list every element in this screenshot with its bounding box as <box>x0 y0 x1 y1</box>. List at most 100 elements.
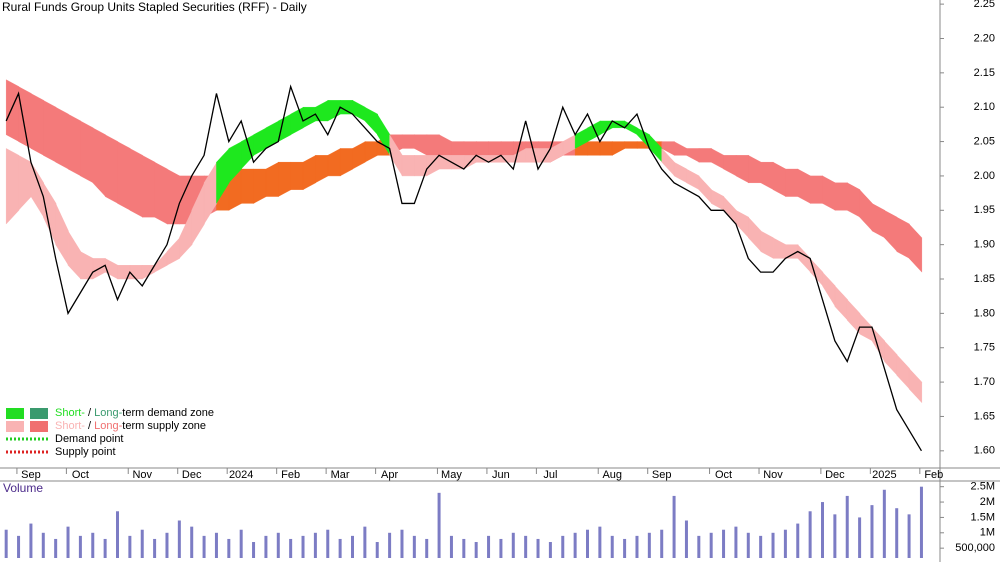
volume-bar <box>548 542 552 558</box>
volume-bar <box>511 532 515 558</box>
short-zone <box>5 148 20 225</box>
x-tick-label: Mar <box>331 469 350 481</box>
long-zone <box>290 161 304 190</box>
long-zone <box>698 148 712 163</box>
volume-bar <box>610 535 614 558</box>
x-tick-label: Dec <box>825 469 845 481</box>
long-zone <box>43 100 57 163</box>
x-tick-label: Feb <box>281 469 300 481</box>
volume-bar <box>709 532 713 558</box>
short-zone <box>525 148 539 163</box>
legend-long: Long- <box>94 420 122 432</box>
y-tick-label: 1M <box>980 527 995 539</box>
short-zone <box>203 161 218 225</box>
volume-bar <box>907 514 911 558</box>
volume-bar <box>91 532 95 558</box>
x-tick-label: Jun <box>492 469 510 481</box>
long-zone <box>166 168 180 225</box>
long-zone <box>401 134 415 149</box>
volume-bar <box>177 520 181 558</box>
volume-bar <box>351 535 354 558</box>
volume-bar <box>202 535 206 558</box>
volume-bar <box>412 535 416 558</box>
chart-title: Rural Funds Group Units Stapled Securiti… <box>2 0 307 14</box>
long-zone <box>785 168 799 197</box>
volume-bar <box>660 529 664 558</box>
long-zone <box>599 141 613 156</box>
x-tick-label: 2025 <box>872 469 896 481</box>
volume-bar <box>783 529 787 558</box>
y-tick-label: 1.90 <box>974 239 995 251</box>
volume-bar <box>54 538 58 558</box>
price-line <box>5 84 923 452</box>
legend-rest: term demand zone <box>122 407 214 419</box>
volume-bar <box>845 495 849 558</box>
long-zone <box>426 134 440 156</box>
long-zone <box>117 141 131 211</box>
y-tick-label: 2.10 <box>974 101 995 113</box>
long-zone <box>18 86 32 149</box>
short-zone <box>339 100 354 115</box>
volume-bar <box>561 535 565 558</box>
short-zone <box>216 147 230 205</box>
long-zone <box>624 141 638 149</box>
volume-bar <box>499 538 503 558</box>
volume-bar <box>264 535 268 558</box>
long-zone <box>30 93 44 156</box>
volume-bar <box>474 542 478 558</box>
y-tick-label: 1.85 <box>974 273 995 285</box>
long-zone <box>809 175 824 204</box>
volume-bar <box>239 529 243 558</box>
x-tick-label: Dec <box>182 469 202 481</box>
volume-bar <box>573 532 577 558</box>
legend-swatch <box>6 421 24 432</box>
long-zone <box>451 141 465 156</box>
volume-bar <box>895 508 899 558</box>
volume-bar <box>771 532 775 558</box>
legend-swatch <box>30 421 48 432</box>
volume-bar <box>313 532 317 558</box>
volume-bar <box>326 529 330 558</box>
long-zone <box>240 168 255 204</box>
legend-label: Short- / Long-term demand zone <box>55 407 214 419</box>
y-tick-label: 1.5M <box>971 511 995 523</box>
long-zone <box>5 79 20 142</box>
volume-bar <box>821 502 824 558</box>
volume-bar <box>796 523 800 558</box>
volume-bar <box>78 535 82 558</box>
volume-bar <box>41 532 45 558</box>
short-zone <box>438 155 453 170</box>
volume-bar <box>672 495 676 558</box>
legend-label: Supply point <box>55 446 116 458</box>
x-tick-label: Nov <box>132 469 152 481</box>
volume-bar <box>598 526 602 558</box>
volume-bar <box>103 538 107 558</box>
volume-bar <box>462 538 466 558</box>
x-tick-label: Aug <box>602 469 622 481</box>
y-tick-label: 1.75 <box>974 342 995 354</box>
volume-bar <box>4 529 8 558</box>
volume-bar <box>635 535 639 558</box>
volume-bar <box>214 532 218 558</box>
volume-bar <box>29 523 33 558</box>
volume-bar <box>808 511 812 558</box>
short-zone <box>191 182 205 246</box>
y-tick-label: 2M <box>980 496 995 508</box>
long-zone <box>67 113 81 177</box>
volume-bar <box>919 486 923 558</box>
volume-bar <box>116 511 119 558</box>
x-tick-label: Feb <box>924 469 943 481</box>
volume-bar <box>227 538 231 558</box>
short-zone <box>785 244 799 259</box>
short-zone <box>401 155 415 177</box>
volume-bar <box>833 514 837 558</box>
volume-bar <box>17 535 21 558</box>
volume-bar <box>449 535 453 558</box>
legend-rest: term supply zone <box>122 420 206 432</box>
long-zone <box>129 148 143 218</box>
volume-bar <box>882 489 886 558</box>
long-zone <box>104 134 119 204</box>
y-tick-label: 2.15 <box>974 67 995 79</box>
volume-bar <box>363 526 367 558</box>
